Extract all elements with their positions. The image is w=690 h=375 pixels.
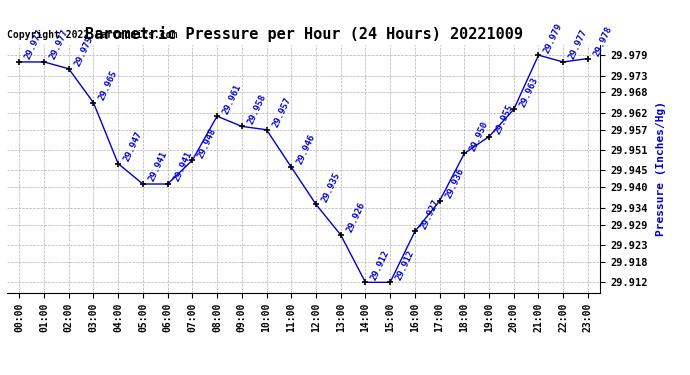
Text: 29.955: 29.955 (493, 103, 515, 136)
Text: 29.947: 29.947 (122, 130, 144, 163)
Y-axis label: Pressure (Inches/Hg): Pressure (Inches/Hg) (656, 101, 666, 236)
Title: Barometric Pressure per Hour (24 Hours) 20221009: Barometric Pressure per Hour (24 Hours) … (85, 27, 522, 42)
Text: 29.958: 29.958 (246, 93, 268, 126)
Text: 29.927: 29.927 (419, 198, 441, 231)
Text: 29.950: 29.950 (469, 120, 491, 153)
Text: 29.948: 29.948 (197, 126, 218, 159)
Text: 29.977: 29.977 (23, 28, 46, 61)
Text: 29.935: 29.935 (320, 171, 342, 204)
Text: 29.977: 29.977 (567, 28, 589, 61)
Text: 29.941: 29.941 (172, 150, 194, 183)
Text: 29.978: 29.978 (592, 25, 614, 58)
Text: 29.946: 29.946 (295, 133, 317, 166)
Text: 29.912: 29.912 (370, 249, 391, 282)
Text: 29.912: 29.912 (394, 249, 416, 282)
Text: Copyright 2022 Cartronics.com: Copyright 2022 Cartronics.com (7, 30, 177, 40)
Text: 29.961: 29.961 (221, 82, 243, 116)
Text: 29.975: 29.975 (73, 35, 95, 68)
Text: 29.957: 29.957 (270, 96, 293, 129)
Text: 29.965: 29.965 (97, 69, 119, 102)
Text: 29.963: 29.963 (518, 76, 540, 109)
Text: 29.977: 29.977 (48, 28, 70, 61)
Text: 29.941: 29.941 (147, 150, 169, 183)
Text: 29.936: 29.936 (444, 167, 466, 200)
Text: 29.926: 29.926 (345, 201, 366, 234)
Text: 29.979: 29.979 (542, 21, 564, 54)
